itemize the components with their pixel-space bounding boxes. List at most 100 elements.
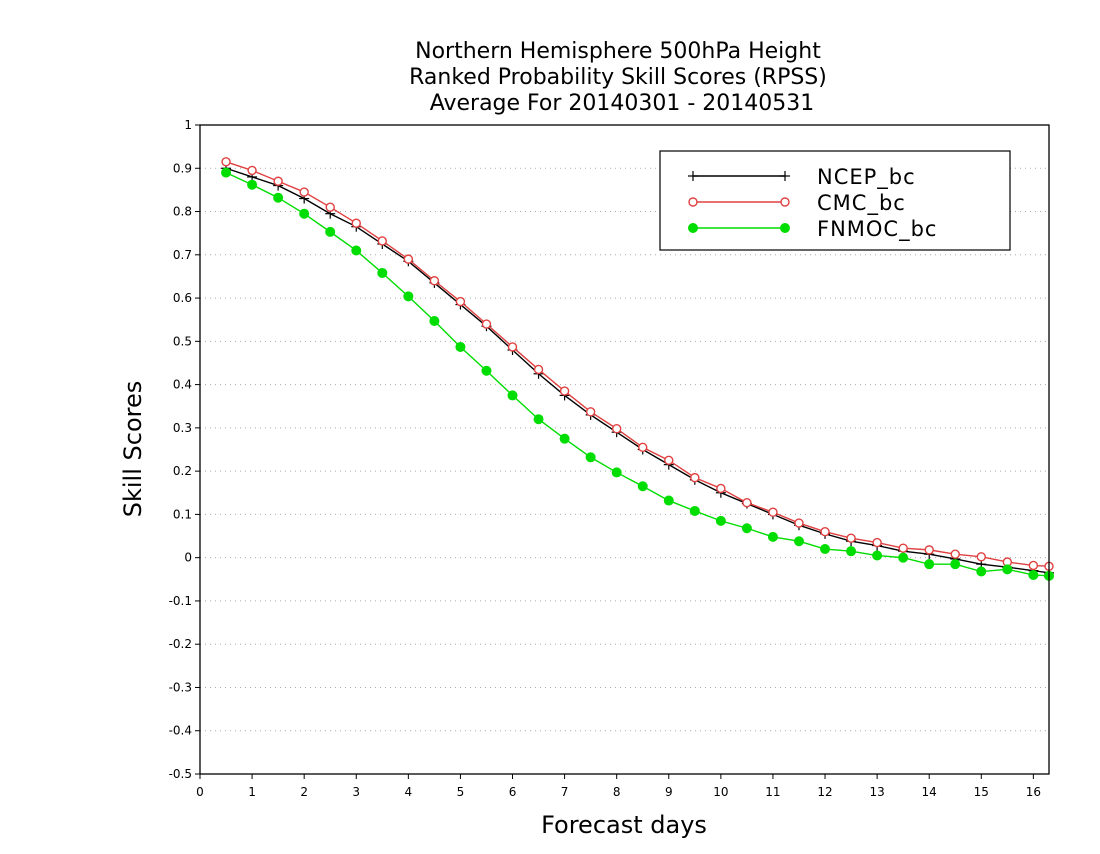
legend-marker [780, 171, 790, 181]
y-tick-label: 0.1 [173, 507, 192, 521]
data-point [663, 495, 674, 506]
data-point [820, 527, 830, 537]
y-tick-label: 0.7 [173, 248, 192, 262]
data-point [898, 543, 908, 553]
legend-box [659, 150, 1011, 251]
y-tick-label: 0.4 [173, 378, 192, 392]
data-point [611, 424, 622, 434]
data-point [325, 226, 336, 237]
x-tick-label: 5 [457, 785, 465, 799]
data-point [872, 537, 882, 548]
x-tick-label: 2 [300, 785, 308, 799]
data-point [273, 192, 284, 203]
legend-marker [780, 197, 790, 207]
data-point [664, 455, 674, 466]
data-point [533, 414, 544, 425]
y-tick-label: -0.1 [169, 594, 192, 608]
data-point [403, 254, 414, 264]
data-point [820, 544, 831, 555]
data-point [221, 167, 232, 178]
x-tick-label: 1 [248, 785, 256, 799]
y-axis-ticks: -0.5 -0.4 -0.3 -0.2 -0.1 0 0.1 0.2 0.3 0.4 0.5 0.6 0… [169, 118, 200, 781]
title-line-1: Northern Hemisphere 500hPa Height [415, 39, 821, 64]
x-tick-label: 0 [196, 785, 204, 799]
x-tick-label: 7 [561, 785, 569, 799]
y-tick-label: 0.8 [173, 205, 192, 219]
data-point [742, 498, 752, 508]
x-tick-label: 16 [1026, 785, 1041, 799]
data-series [221, 157, 1054, 581]
x-tick-label: 14 [922, 785, 937, 799]
data-point [767, 531, 778, 542]
legend-marker [688, 197, 698, 207]
data-point [950, 549, 960, 559]
data-point [898, 552, 909, 563]
data-point [976, 552, 986, 562]
data-point [325, 202, 335, 212]
data-point [716, 483, 726, 494]
data-point [247, 165, 257, 176]
x-axis-title: Forecast days [541, 811, 707, 839]
data-point [299, 208, 310, 219]
x-axis-ticks: 0 1 2 3 4 5 6 7 8 9 10 11 12 13 14 15 16 [196, 774, 1041, 799]
series-fnmoc-bc [221, 167, 1054, 581]
x-tick-label: 11 [765, 785, 780, 799]
y-tick-label: -0.5 [169, 767, 192, 781]
y-axis-title: Skill Scores [119, 381, 147, 518]
legend-item-cmc-bc: CMC_bc [688, 191, 905, 216]
data-point [1002, 564, 1013, 575]
data-point [690, 472, 700, 483]
legend-label: NCEP_bc [817, 165, 916, 190]
chart-title: Northern Hemisphere 500hPa Height Ranked… [409, 39, 827, 116]
data-point [507, 342, 518, 352]
data-point [273, 176, 283, 186]
data-point [638, 442, 648, 453]
data-point [299, 187, 309, 197]
legend-marker [688, 223, 698, 233]
data-point [768, 507, 778, 517]
data-point [846, 546, 857, 557]
legend-item-ncep-bc: NCEP_bc [688, 165, 916, 190]
data-point [429, 315, 440, 326]
x-tick-label: 6 [509, 785, 517, 799]
data-point [793, 536, 804, 547]
data-point [1028, 560, 1039, 571]
data-point [507, 390, 518, 401]
data-point [429, 276, 440, 286]
y-tick-label: 0 [184, 551, 192, 565]
legend-marker [780, 223, 790, 233]
y-tick-label: 0.6 [173, 291, 192, 305]
data-point [351, 245, 362, 256]
data-point [559, 433, 570, 444]
legend-label: FNMOC_bc [817, 217, 937, 242]
data-point [585, 407, 596, 417]
y-tick-label: 0.5 [173, 334, 192, 348]
data-point [794, 518, 804, 528]
data-point [611, 467, 622, 478]
data-point [455, 296, 466, 307]
data-point [976, 566, 987, 577]
data-point [637, 481, 648, 492]
x-tick-label: 9 [665, 785, 673, 799]
x-tick-label: 15 [974, 785, 989, 799]
plot-area-frame [199, 124, 1050, 775]
data-point [351, 218, 361, 228]
data-point [455, 341, 466, 352]
data-point [741, 523, 752, 534]
series-cmc-bc [221, 157, 1054, 572]
y-tick-label: 0.3 [173, 421, 192, 435]
data-point [872, 550, 883, 561]
data-point [1028, 569, 1039, 580]
x-tick-label: 13 [869, 785, 884, 799]
data-point [481, 319, 492, 329]
data-point [481, 365, 492, 376]
data-point [846, 533, 856, 543]
y-tick-label: -0.4 [169, 724, 192, 738]
data-point [247, 179, 258, 190]
gridlines [200, 167, 1049, 732]
x-tick-label: 4 [405, 785, 413, 799]
data-point [715, 515, 726, 526]
